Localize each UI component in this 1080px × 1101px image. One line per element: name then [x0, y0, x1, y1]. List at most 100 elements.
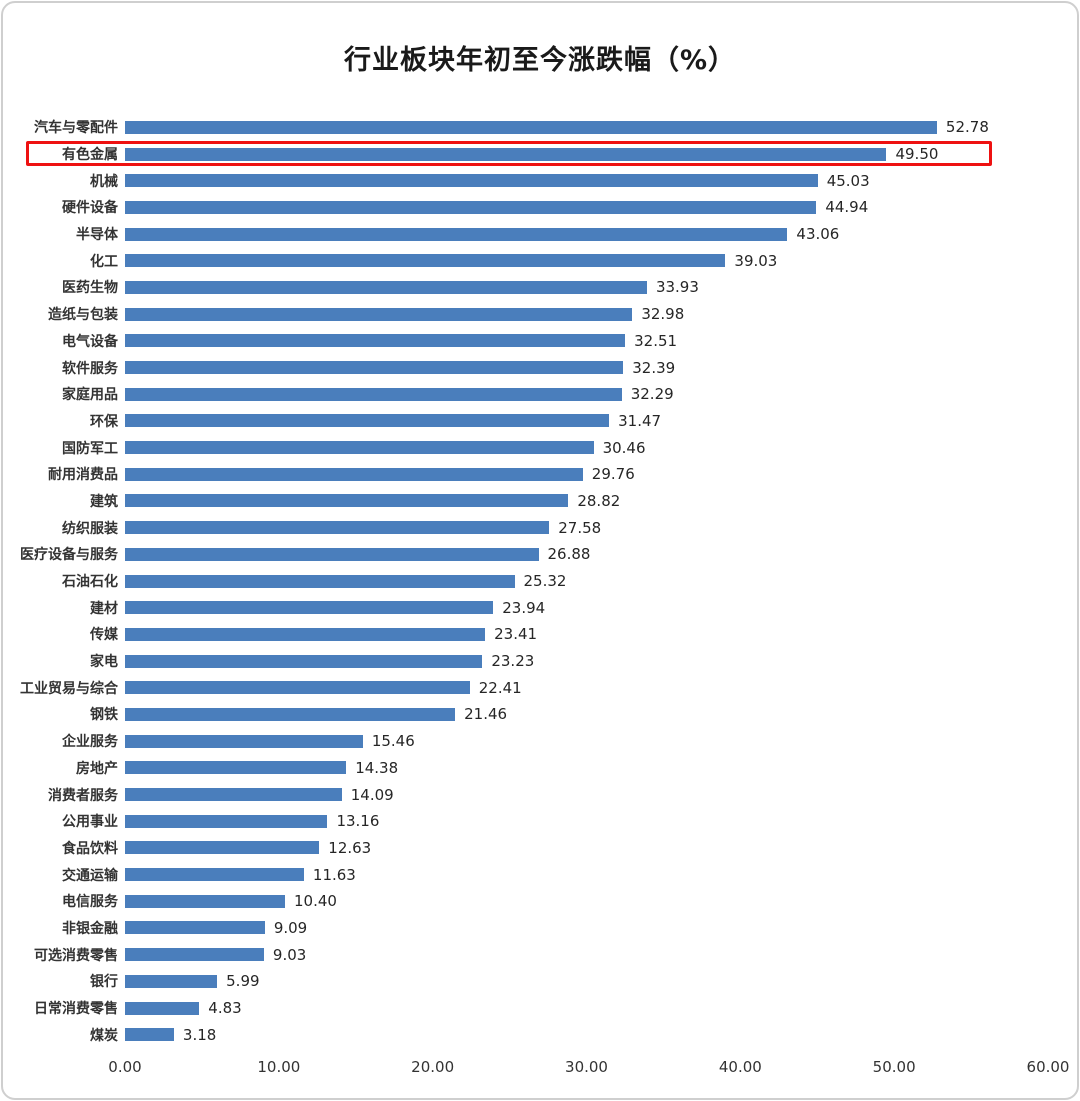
bar-track: 43.06	[125, 225, 1048, 243]
x-tick-label: 40.00	[718, 1057, 762, 1076]
bar	[125, 467, 583, 481]
value-label: 30.46	[602, 438, 646, 457]
category-label: 银行	[90, 974, 118, 991]
category-label: 家电	[90, 654, 118, 671]
category-label: 传媒	[90, 627, 118, 644]
x-axis: 0.00 10.00 20.00 30.00 40.00 50.00 60.00	[108, 1057, 1069, 1078]
bar-track: 52.78	[125, 118, 1048, 136]
bar	[125, 627, 486, 641]
bar-row: 工业贸易与综合 22.41	[0, 674, 1080, 701]
bar	[125, 814, 328, 828]
bar	[125, 174, 818, 188]
bar	[125, 521, 550, 535]
bar-row: 电气设备 32.51	[0, 328, 1080, 355]
category-label: 医疗设备与服务	[20, 547, 118, 564]
bar-track: 31.47	[125, 412, 1048, 430]
category-label: 半导体	[76, 227, 118, 244]
bar	[125, 841, 320, 855]
bar-row: 造纸与包装 32.98	[0, 301, 1080, 328]
value-label: 33.93	[655, 278, 699, 297]
bar-track: 14.38	[125, 759, 1048, 777]
bar-track: 23.94	[125, 599, 1048, 617]
bar-track: 23.41	[125, 625, 1048, 643]
value-label: 27.58	[558, 518, 602, 537]
bar	[125, 334, 626, 348]
value-label: 44.94	[825, 198, 869, 217]
value-label: 4.83	[208, 999, 242, 1018]
value-label: 32.39	[632, 358, 676, 377]
category-label: 电信服务	[62, 894, 118, 911]
bar	[125, 761, 347, 775]
bar-track: 9.09	[125, 919, 1048, 937]
category-label: 软件服务	[62, 360, 118, 377]
x-tick-label: 30.00	[565, 1057, 608, 1076]
bar-row: 日常消费零售 4.83	[0, 995, 1080, 1022]
category-label: 环保	[90, 413, 118, 430]
bar-row: 钢铁 21.46	[0, 701, 1080, 728]
bar-row: 软件服务 32.39	[0, 354, 1080, 381]
value-label: 21.46	[464, 705, 508, 724]
value-label: 5.99	[226, 972, 260, 991]
bar	[125, 974, 218, 988]
bar-row: 纺织服装 27.58	[0, 514, 1080, 541]
x-tick-label: 60.00	[1026, 1057, 1070, 1076]
bar	[125, 200, 817, 214]
value-label: 10.40	[293, 892, 337, 911]
value-label: 28.82	[577, 491, 621, 510]
value-label: 52.78	[945, 118, 989, 137]
bar-track: 22.41	[125, 679, 1048, 697]
value-label: 32.51	[634, 331, 678, 350]
bar-row: 非银金融 9.09	[0, 915, 1080, 942]
bar-track: 21.46	[125, 705, 1048, 723]
category-label: 汽车与零配件	[34, 120, 118, 137]
x-tick-label: 20.00	[411, 1057, 455, 1076]
bar-row: 环保 31.47	[0, 408, 1080, 435]
category-label: 企业服务	[62, 734, 118, 751]
bar	[125, 894, 285, 908]
bar	[125, 707, 456, 721]
category-label: 医药生物	[62, 280, 118, 297]
bar	[125, 254, 726, 268]
category-label: 造纸与包装	[48, 307, 118, 324]
bar-row: 电信服务 10.40	[0, 888, 1080, 915]
bar-track: 39.03	[125, 252, 1048, 270]
category-label: 钢铁	[90, 707, 118, 724]
value-label: 13.16	[336, 812, 380, 831]
bar-track: 32.98	[125, 305, 1048, 323]
value-label: 3.18	[182, 1025, 217, 1044]
value-label: 29.76	[591, 465, 635, 484]
bar-track: 3.18	[125, 1026, 1048, 1044]
bar-track: 32.29	[125, 385, 1048, 403]
category-label: 石油石化	[62, 574, 118, 591]
bar-track: 15.46	[125, 732, 1048, 750]
value-label: 23.41	[494, 625, 538, 644]
bar-row: 耐用消费品 29.76	[0, 461, 1080, 488]
bar	[125, 494, 569, 508]
bar	[125, 387, 622, 401]
bar-row: 化工 39.03	[0, 247, 1080, 274]
category-label: 食品饮料	[62, 840, 118, 857]
bar-track: 32.51	[125, 332, 1048, 350]
category-label: 硬件设备	[62, 200, 118, 217]
category-label: 建筑	[90, 493, 118, 510]
bar	[125, 280, 647, 294]
x-tick-label: 0.00	[108, 1057, 142, 1076]
category-label: 交通运输	[62, 867, 118, 884]
value-label: 25.32	[523, 572, 567, 591]
category-label: 家庭用品	[62, 387, 118, 404]
bar	[125, 147, 887, 161]
category-label: 机械	[90, 173, 118, 190]
bar-track: 11.63	[125, 866, 1048, 884]
bar-track: 33.93	[125, 278, 1048, 296]
bar	[125, 547, 539, 561]
bar-row: 交通运输 11.63	[0, 861, 1080, 888]
bar-row: 家庭用品 32.29	[0, 381, 1080, 408]
bar-track: 12.63	[125, 839, 1048, 857]
value-label: 15.46	[371, 732, 415, 751]
bar	[125, 734, 363, 748]
category-label: 化工	[90, 253, 118, 270]
bar-row: 医药生物 33.93	[0, 274, 1080, 301]
bar-track: 26.88	[125, 545, 1048, 563]
category-label: 非银金融	[62, 920, 118, 937]
category-label: 日常消费零售	[34, 1001, 118, 1018]
